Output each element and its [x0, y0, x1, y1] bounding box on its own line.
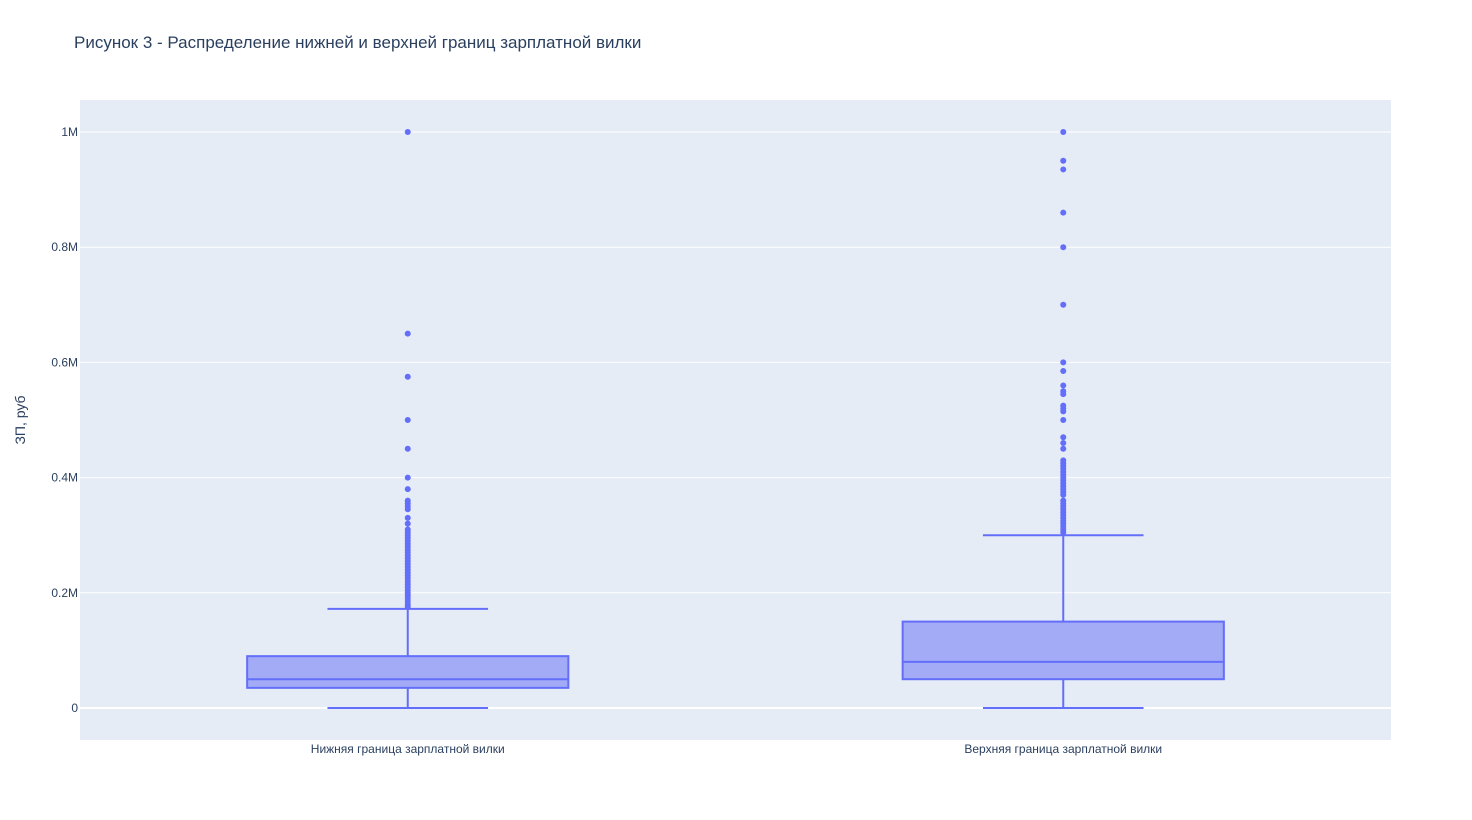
y-axis-title: ЗП, руб — [12, 395, 28, 444]
y-tick-label: 0.8M — [51, 240, 78, 254]
boxes — [246, 129, 1225, 709]
iqr-box — [246, 655, 570, 689]
outlier-point — [1060, 166, 1067, 173]
x-tick-label: Нижняя граница зарплатной вилки — [311, 742, 505, 756]
outlier-point — [404, 514, 411, 521]
box-series — [246, 129, 570, 709]
outlier-point — [404, 520, 411, 527]
outlier-point — [1060, 368, 1067, 375]
outlier-point — [1060, 157, 1067, 164]
outlier-point — [404, 603, 411, 610]
outlier-point — [1060, 391, 1067, 398]
y-tick-label: 0.2M — [51, 586, 78, 600]
y-tick-label: 0 — [71, 701, 78, 715]
y-axis-ticks: 0 0.2M 0.4M 0.6M 0.8M 1M — [51, 125, 78, 715]
outlier-point — [404, 486, 411, 493]
outlier-point — [1060, 417, 1067, 423]
outlier-point — [1060, 491, 1067, 498]
outlier-point — [1060, 445, 1067, 452]
outlier-point — [404, 417, 411, 423]
outlier-point — [1060, 359, 1067, 366]
box-series — [901, 129, 1225, 709]
outlier-point — [1060, 440, 1067, 447]
outlier-point — [1060, 244, 1067, 251]
y-grid — [80, 131, 1391, 709]
y-tick-label: 1M — [61, 125, 78, 139]
outlier-point — [1060, 209, 1067, 216]
y-tick-label: 0.4M — [51, 471, 78, 485]
x-axis-ticks: Нижняя граница зарплатной вилки Верхняя г… — [311, 742, 1162, 756]
chart-title: Рисунок 3 - Распределение нижней и верхн… — [74, 33, 642, 52]
outlier-point — [404, 474, 411, 481]
outlier-point — [404, 445, 411, 452]
outlier-point — [404, 330, 411, 337]
outlier-point — [1060, 129, 1067, 135]
outlier-point — [1060, 434, 1067, 441]
outlier-point — [1060, 301, 1067, 308]
outlier-point — [404, 129, 411, 135]
y-tick-label: 0.6M — [51, 355, 78, 369]
outlier-point — [1060, 382, 1067, 389]
outlier-point — [1060, 529, 1067, 536]
outlier-point — [404, 506, 411, 513]
outlier-point — [404, 373, 411, 380]
x-tick-label: Верхняя граница зарплатной вилки — [964, 742, 1162, 756]
iqr-box — [901, 620, 1225, 681]
outlier-point — [1060, 408, 1067, 415]
